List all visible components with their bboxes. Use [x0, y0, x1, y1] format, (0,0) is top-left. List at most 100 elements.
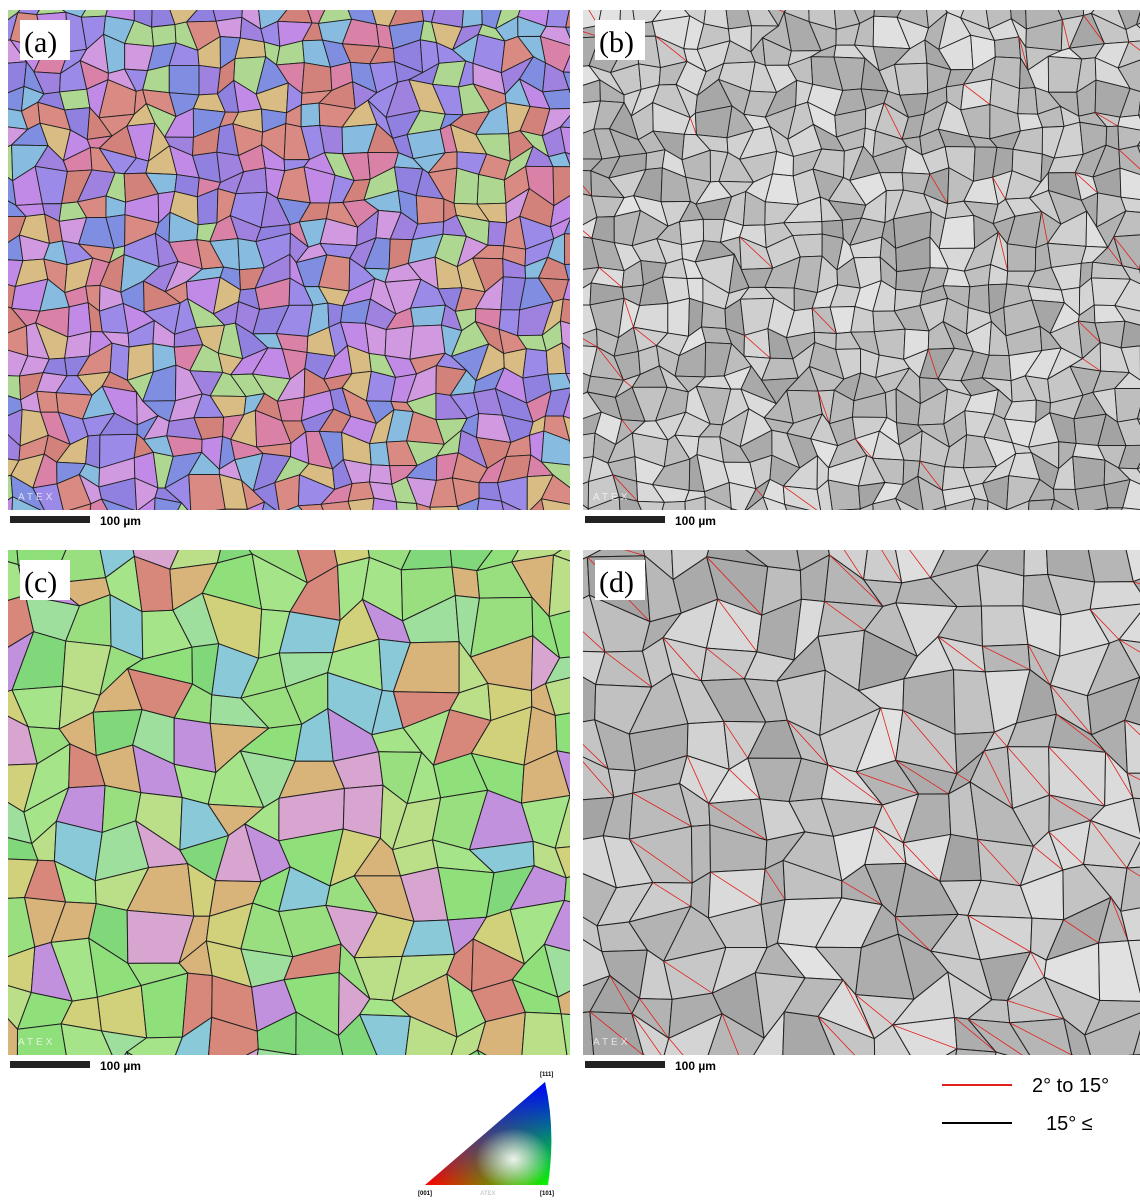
grain [0, 540, 18, 565]
grain [430, 506, 463, 526]
grain [385, 326, 413, 359]
ipf-triangle-white [425, 1082, 551, 1185]
low-angle-boundary [1133, 1055, 1140, 1086]
grain [981, 606, 1028, 646]
grain [454, 168, 479, 204]
grain [1046, 532, 1095, 582]
grain [1024, 532, 1048, 576]
grain [1007, 244, 1035, 271]
watermark: ATEX [593, 492, 630, 503]
ipf-watermark: ATEX [480, 1191, 496, 1197]
grain [189, 474, 225, 513]
watermark: ATEX [18, 1037, 55, 1048]
grain [1073, 456, 1105, 489]
grain [907, 1049, 957, 1110]
grain [447, 1050, 496, 1113]
grain [416, 196, 444, 224]
grain [396, 502, 418, 534]
grain [1086, 533, 1133, 582]
grain [343, 1055, 384, 1111]
ipf-right: [101] [540, 1191, 554, 1197]
grain [866, 1071, 920, 1095]
grain [569, 482, 588, 509]
grain [921, 506, 952, 535]
grain [348, 498, 374, 528]
scale-bar-label: 100 µm [100, 1059, 141, 1073]
ebsd-map [549, 517, 1140, 1115]
grain [1018, 88, 1038, 115]
panel-label: (d) [599, 566, 634, 599]
grain [37, 391, 59, 412]
ipf-key: [111] [001] [101] ATEX [418, 1072, 554, 1197]
panel-label: (c) [24, 566, 57, 599]
grain [744, 1070, 799, 1111]
grain [0, 326, 28, 356]
grain [947, 1049, 996, 1110]
grain [377, 1055, 404, 1110]
grain [541, 499, 572, 534]
legend-label: 15° ≤ [1046, 1113, 1093, 1135]
grain [1114, 508, 1140, 528]
ebsd-map [564, 0, 1140, 536]
grain [989, 1052, 1034, 1094]
grain [86, 435, 100, 468]
ebsd-map [0, 0, 600, 534]
grain [1072, 508, 1108, 531]
grain [550, 1054, 598, 1096]
grain [1115, 388, 1140, 422]
grain [154, 498, 181, 525]
ebsd-map [0, 516, 609, 1113]
scale-bar [10, 516, 90, 523]
grain [542, 431, 577, 466]
grain [680, 219, 704, 244]
grain [207, 1049, 258, 1110]
grain [817, 1055, 875, 1111]
grain [301, 103, 320, 127]
grain [0, 947, 35, 993]
low-angle-boundary [821, 513, 837, 528]
ipf-top: [111] [540, 1072, 553, 1078]
grain [462, 0, 482, 27]
grain [725, 0, 752, 29]
grain [523, 349, 548, 378]
grain [411, 305, 446, 326]
low-angle-boundary [875, 1077, 907, 1096]
grain [895, 63, 928, 95]
grain [807, 511, 838, 536]
grain [277, 397, 304, 421]
grain [438, 867, 494, 920]
grain [1048, 56, 1081, 92]
grain [365, 323, 386, 355]
grain [571, 433, 596, 460]
grain [1133, 1053, 1140, 1113]
grain [1095, 508, 1123, 531]
grain [851, 307, 875, 333]
grain [727, 508, 755, 535]
ipf-left: [001] [418, 1191, 432, 1197]
grain [701, 1070, 745, 1111]
scale-bar [10, 1061, 90, 1068]
grain [1125, 720, 1140, 773]
grain [371, 498, 399, 534]
watermark: ATEX [18, 492, 55, 503]
scale-bar [585, 1061, 665, 1068]
grain [0, 145, 13, 181]
grain [782, 1055, 834, 1111]
figure: [111] [001] [101] ATEX (a)ATEX100 µm(b)A… [0, 0, 1140, 1202]
low-angle-boundary [920, 1071, 948, 1109]
grain [278, 1055, 344, 1111]
grain [17, 1070, 69, 1101]
grain [452, 567, 479, 598]
scale-bar [585, 516, 665, 523]
grain [832, 509, 860, 529]
grain [169, 65, 199, 95]
grain [393, 1068, 451, 1114]
watermark: ATEX [593, 1037, 630, 1048]
grain [1028, 500, 1055, 532]
grain [0, 497, 13, 533]
grain [167, 1076, 227, 1110]
grain [478, 1050, 521, 1106]
grain [302, 63, 332, 94]
grain [216, 17, 242, 38]
grain [174, 718, 216, 773]
